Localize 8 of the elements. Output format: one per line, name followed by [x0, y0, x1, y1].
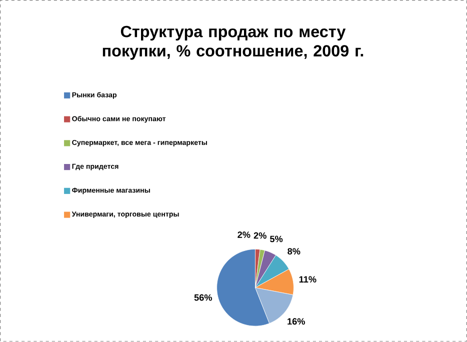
chart-title: Структура продаж по месту покупки, % соотношение, 2009 г. — [102, 26, 364, 60]
data-label: 8% — [288, 248, 300, 255]
data-label: 16% — [288, 318, 305, 325]
data-label: 2% — [254, 232, 266, 239]
data-label: 2% — [238, 232, 250, 238]
data-label: 5% — [270, 236, 283, 242]
data-label: 11% — [299, 276, 316, 283]
data-label: 56% — [194, 294, 212, 301]
